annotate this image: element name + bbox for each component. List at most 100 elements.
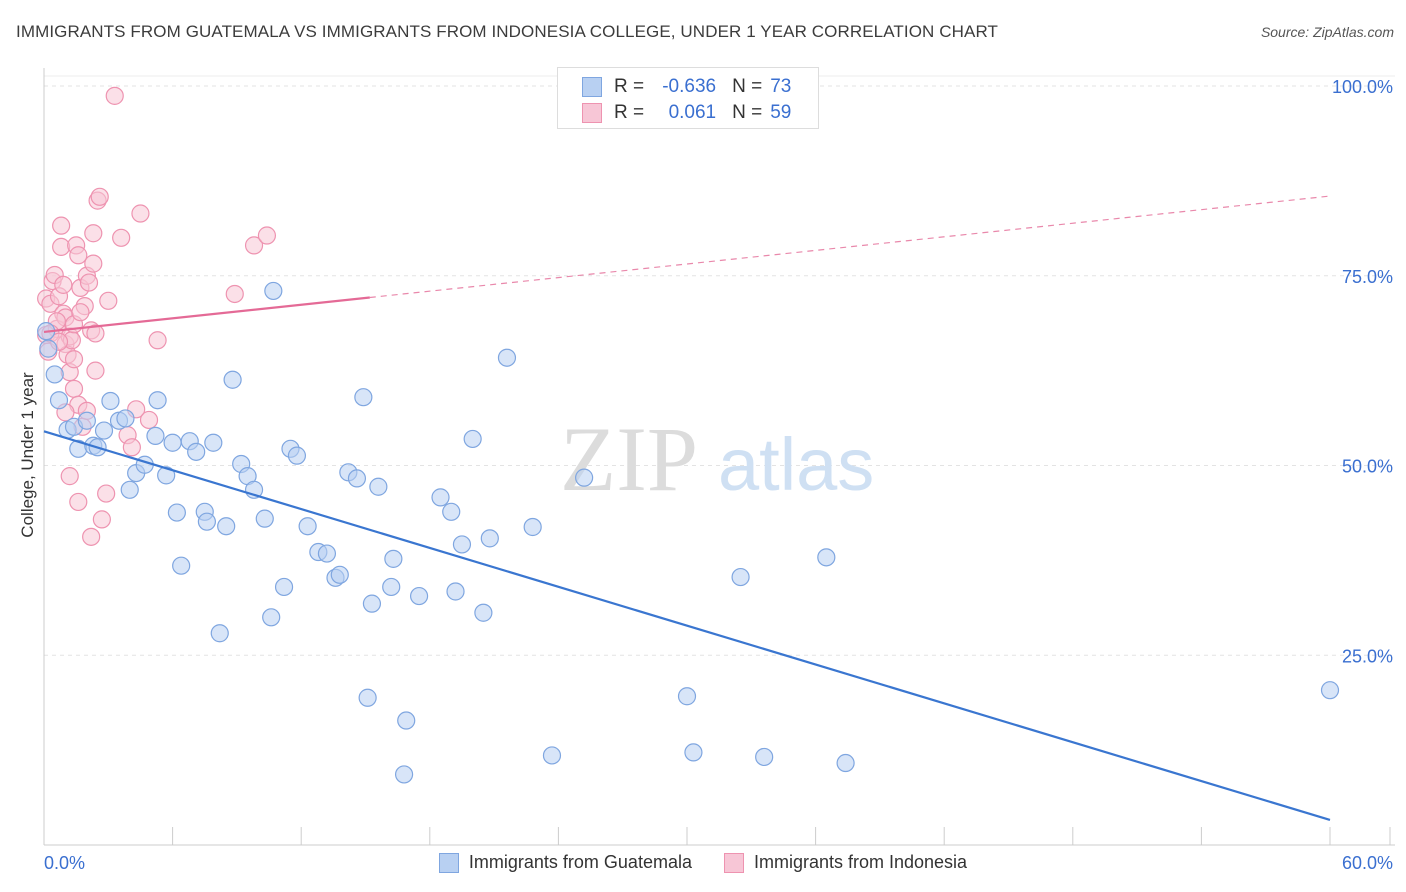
guatemala-point-14 xyxy=(120,480,139,499)
n-label: N = xyxy=(732,102,763,123)
guatemala-point-66 xyxy=(575,468,594,487)
indonesia-point-20 xyxy=(69,246,88,265)
indonesia-point-53 xyxy=(64,350,84,369)
guatemala-legend-swatch xyxy=(438,852,459,873)
indonesia-point-49 xyxy=(69,492,88,512)
indonesia-point-42 xyxy=(131,204,150,223)
guatemala-point-3 xyxy=(49,391,69,410)
guatemala-point-36 xyxy=(264,281,283,301)
indonesia-point-34 xyxy=(92,510,111,529)
n-value: 73 xyxy=(770,76,792,97)
trend-lines xyxy=(43,195,1331,822)
guatemala-point-7 xyxy=(77,411,96,430)
stats-legend: R = -0.636 N = 73 R = 0.061 N = 59 xyxy=(557,67,819,129)
indonesia-swatch xyxy=(582,103,602,123)
n-label: N = xyxy=(732,76,763,97)
guatemala-point-1 xyxy=(39,339,58,358)
r-value: 0.061 xyxy=(668,102,717,123)
indonesia-point-31 xyxy=(86,361,105,380)
indonesia-trend-extension xyxy=(369,195,1331,299)
indonesia-point-18 xyxy=(64,379,84,398)
legend-item-guatemala[interactable]: Immigrants from Guatemala xyxy=(438,852,692,873)
indonesia-point-57 xyxy=(86,324,105,343)
indonesia-point-52 xyxy=(54,275,73,294)
indonesia-point-44 xyxy=(148,331,167,350)
guatemala-point-50 xyxy=(369,477,388,496)
x-tick-label-min: 0.0% xyxy=(44,853,85,873)
guatemala-point-59 xyxy=(452,535,472,554)
guatemala-point-44 xyxy=(330,565,349,584)
r-label: R = xyxy=(614,76,645,97)
guatemala-point-19 xyxy=(157,466,176,485)
indonesia-point-38 xyxy=(112,228,131,247)
guatemala-point-37 xyxy=(274,577,294,597)
gridlines xyxy=(44,75,1395,656)
guatemala-point-27 xyxy=(204,433,223,452)
y-tick-label-50: 50.0% xyxy=(1342,457,1393,477)
indonesia-point-35 xyxy=(97,484,116,503)
y-tick-label-25: 25.0% xyxy=(1342,646,1393,666)
indonesia-point-50 xyxy=(82,527,101,546)
guatemala-point-63 xyxy=(497,348,517,367)
y-axis-label: College, Under 1 year xyxy=(18,372,37,538)
series-guatemala-points xyxy=(37,281,1340,784)
indonesia-point-36 xyxy=(99,291,118,310)
r-value: -0.636 xyxy=(662,76,717,97)
guatemala-point-60 xyxy=(463,429,482,449)
indonesia-point-47 xyxy=(257,226,277,245)
guatemala-point-56 xyxy=(431,488,450,507)
x-tick-label-max: 60.0% xyxy=(1342,853,1393,873)
guatemala-point-70 xyxy=(755,747,774,767)
guatemala-point-72 xyxy=(836,753,855,773)
guatemala-point-68 xyxy=(684,743,703,762)
indonesia-trend-line xyxy=(43,296,370,334)
guatemala-point-57 xyxy=(442,502,461,521)
guatemala-point-48 xyxy=(358,688,377,707)
stats-row-guatemala: R = -0.636 N = 73 xyxy=(582,76,791,98)
source-label: Source: ZipAtlas.com xyxy=(1260,24,1394,40)
tick-labels: 25.0% 50.0% 75.0% 100.0% 0.0% 60.0% xyxy=(44,77,1393,873)
guatemala-point-53 xyxy=(394,765,414,784)
guatemala-point-54 xyxy=(397,711,416,730)
guatemala-point-26 xyxy=(197,512,216,531)
guatemala-point-10 xyxy=(94,421,114,440)
guatemala-point-52 xyxy=(384,549,403,568)
indonesia-point-40 xyxy=(122,438,141,457)
guatemala-point-34 xyxy=(255,509,274,528)
legend-item-indonesia[interactable]: Immigrants from Indonesia xyxy=(723,852,968,873)
guatemala-point-17 xyxy=(146,426,165,445)
guatemala-point-51 xyxy=(382,577,401,597)
indonesia-point-37 xyxy=(105,86,124,105)
guatemala-point-16 xyxy=(135,455,154,474)
guatemala-point-49 xyxy=(362,594,382,613)
guatemala-point-18 xyxy=(148,391,167,410)
y-tick-label-100: 100.0% xyxy=(1332,77,1393,97)
indonesia-point-30 xyxy=(84,254,103,273)
indonesia-point-48 xyxy=(60,467,79,486)
chart-title: IMMIGRANTS FROM GUATEMALA VS IMMIGRANTS … xyxy=(16,22,998,41)
guatemala-point-69 xyxy=(731,567,750,587)
guatemala-point-39 xyxy=(287,446,307,465)
axes xyxy=(43,68,1395,846)
indonesia-point-9 xyxy=(52,237,71,257)
guatemala-point-46 xyxy=(347,469,367,488)
guatemala-point-71 xyxy=(817,548,836,567)
legend-label-indonesia: Immigrants from Indonesia xyxy=(753,852,968,872)
guatemala-point-61 xyxy=(474,603,493,622)
guatemala-point-20 xyxy=(163,433,182,452)
indonesia-point-27 xyxy=(79,273,99,292)
guatemala-point-30 xyxy=(223,370,242,389)
indonesia-point-46 xyxy=(244,236,264,255)
indonesia-legend-swatch xyxy=(723,852,744,873)
indonesia-point-29 xyxy=(84,224,103,243)
series-indonesia-points xyxy=(37,86,277,546)
guatemala-swatch xyxy=(582,77,602,97)
guatemala-point-42 xyxy=(317,544,337,563)
indonesia-point-58 xyxy=(71,303,90,322)
n-value: 59 xyxy=(770,102,792,123)
guatemala-point-64 xyxy=(523,517,542,537)
guatemala-point-67 xyxy=(677,687,697,706)
indonesia-point-45 xyxy=(225,284,244,304)
guatemala-point-62 xyxy=(480,529,499,548)
